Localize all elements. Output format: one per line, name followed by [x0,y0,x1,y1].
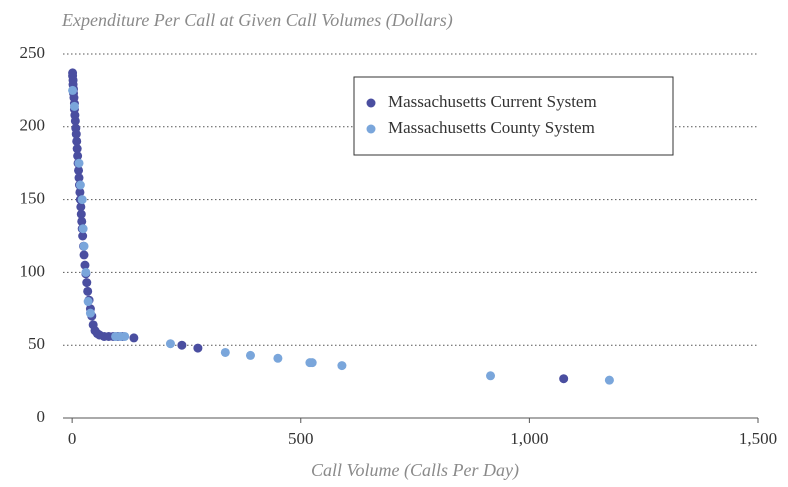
point [68,85,78,95]
x-tick-label: 1,500 [739,429,777,448]
point [74,173,84,183]
y-tick-label: 250 [20,43,46,62]
x-axis-label: Call Volume (Calls Per Day) [311,460,519,481]
point [245,350,255,360]
point [72,136,82,146]
y-tick-label: 0 [37,407,46,426]
point [79,241,89,251]
point [559,374,569,384]
point [73,151,83,161]
point [220,347,230,357]
point [76,209,86,219]
legend-label: Massachusetts Current System [388,92,597,111]
y-tick-label: 100 [20,261,46,280]
point [129,333,139,343]
legend-marker [366,98,376,108]
point [79,250,89,260]
point [74,165,84,175]
point [71,129,81,139]
point [165,339,175,349]
legend-box [353,76,674,156]
y-tick-label: 200 [20,116,46,135]
point [85,308,95,318]
point [69,101,79,111]
point [83,286,93,296]
point [193,343,203,353]
x-tick-label: 1,000 [510,429,548,448]
point [82,278,92,288]
point [78,224,88,234]
point [72,144,82,154]
y-tick-label: 50 [28,334,45,353]
chart-title: Expenditure Per Call at Given Call Volum… [61,10,453,31]
point [75,180,85,190]
point [307,358,317,368]
point [75,187,85,197]
legend-label: Massachusetts County System [388,118,595,137]
point [74,158,84,168]
point [486,371,496,381]
point [78,231,88,241]
point [337,361,347,371]
point [77,195,87,205]
point [76,202,86,212]
point [81,267,91,277]
x-tick-label: 0 [68,429,77,448]
x-tick-label: 500 [288,429,314,448]
point [83,297,93,307]
point [80,260,90,270]
point [77,216,87,226]
legend-marker [366,124,376,134]
y-tick-label: 150 [20,189,46,208]
point [604,375,614,385]
point [273,353,283,363]
point [177,340,187,350]
point [120,331,130,341]
point [70,116,80,126]
